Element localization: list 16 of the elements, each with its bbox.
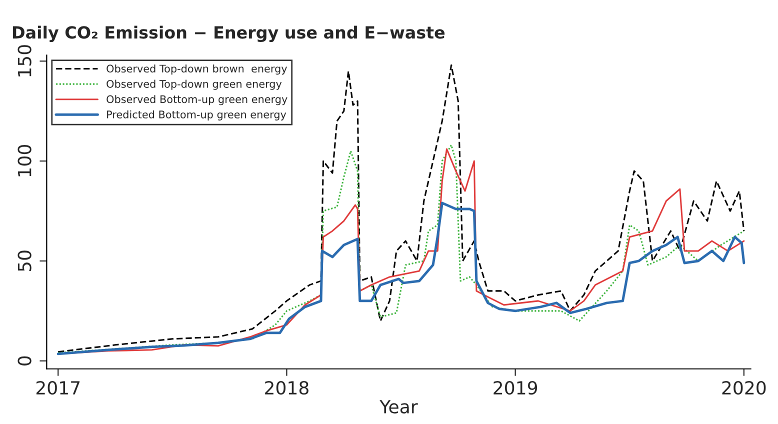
x-tick-label: 2018 [265,381,308,395]
legend-label: Observed Top-down green energy [106,80,282,90]
y-tick-label: 100 [18,145,32,176]
line-series [57,64,745,353]
legend-label: Observed Bottom-up green energy [106,95,288,106]
x-tick-label: 2017 [36,381,80,395]
legend-label: Observed Top-down brown energy [106,64,287,75]
chart-title: Daily CO₂ Emission − Energy use and E−waste [13,26,445,42]
x-tick-label: 2020 [722,381,766,395]
y-tick-label: 0 [18,356,32,366]
x-tick-label: 2019 [494,381,538,395]
y-tick-label: 50 [18,250,32,272]
line-series [56,202,746,356]
y-tick-label: 150 [18,45,32,76]
x-axis-title: Year [380,400,418,414]
legend-label: Predicted Bottom-up green energy [107,110,286,120]
